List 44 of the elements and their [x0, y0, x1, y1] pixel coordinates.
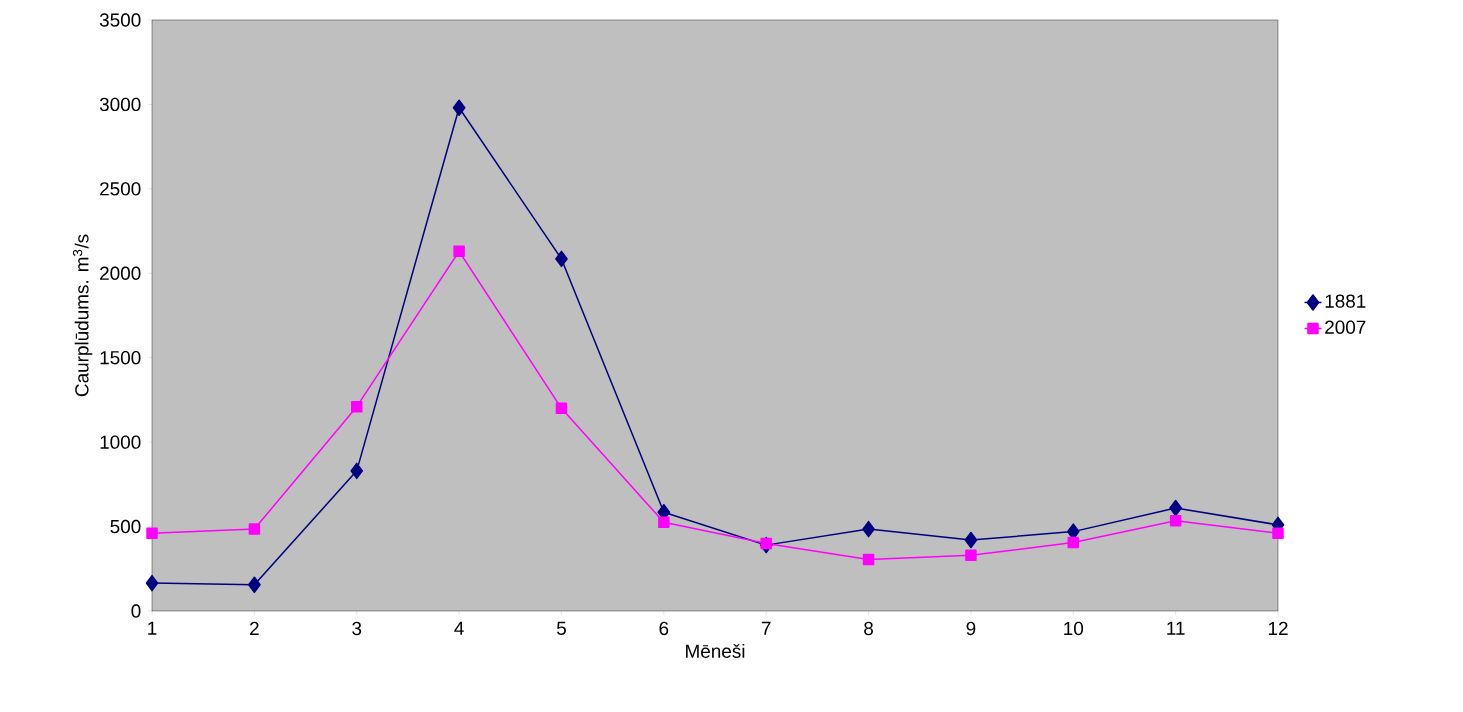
- point: [350, 400, 363, 413]
- point: [248, 576, 261, 594]
- y-tick-label: 1000: [100, 435, 141, 449]
- x-tick-label: 9: [966, 621, 976, 636]
- x-tick-label: 11: [1167, 621, 1185, 635]
- x-tick-label: 2: [250, 621, 259, 635]
- point: [350, 462, 364, 480]
- y-tick-label: 1500: [100, 351, 141, 365]
- point: [862, 553, 875, 566]
- y-tick-label: 3000: [99, 97, 141, 112]
- y-tick-label: 0: [131, 604, 141, 618]
- point: [555, 402, 568, 415]
- legend-label: 2007: [1325, 320, 1366, 334]
- x-tick-label: 5: [556, 621, 566, 635]
- x-tick-label: 4: [454, 621, 464, 635]
- point: [555, 250, 568, 268]
- y-tick-label: 3500: [99, 13, 141, 27]
- x-tick-label: 10: [1064, 621, 1084, 636]
- x-tick-label: 12: [1268, 621, 1288, 635]
- x-tick-label: 1: [148, 621, 157, 635]
- point: [658, 516, 670, 529]
- point: [964, 531, 978, 549]
- point: [862, 520, 875, 538]
- point: [1169, 499, 1183, 517]
- point: [248, 523, 261, 535]
- y-axis-title: Caurplūdums. m$^{3}$/s: [72, 234, 93, 397]
- y-tick-label: 500: [110, 519, 141, 534]
- point: [145, 574, 159, 592]
- point: [146, 527, 158, 540]
- point: [1067, 536, 1080, 549]
- x-tick-label: 3: [352, 621, 362, 636]
- x-tick-label: 7: [761, 621, 771, 635]
- y-tick-label: 2500: [100, 182, 141, 196]
- point: [965, 549, 977, 562]
- point: [1169, 514, 1182, 527]
- point: [452, 99, 466, 117]
- y-tick-label: 2000: [100, 266, 141, 280]
- x-tick-label: 6: [659, 621, 669, 636]
- x-tick-label: 8: [864, 621, 873, 636]
- point: [760, 537, 772, 550]
- x-axis-title: Mēneši: [686, 643, 745, 658]
- point: [453, 245, 465, 258]
- point: [1272, 527, 1284, 540]
- legend-label: 1881: [1325, 294, 1366, 308]
